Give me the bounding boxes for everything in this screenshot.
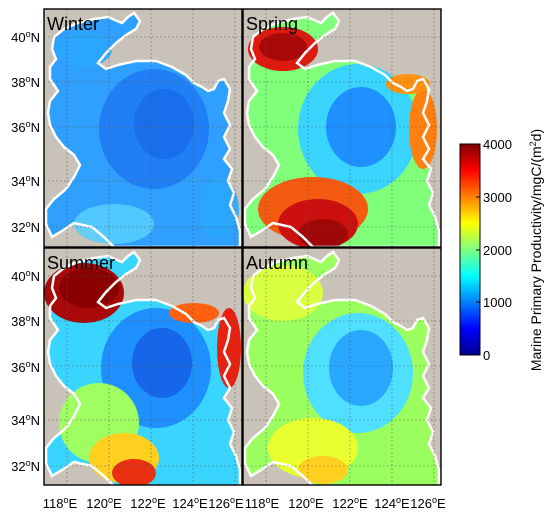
autumn-productivity-field	[243, 250, 441, 485]
autumn-map-panel: Autumn	[242, 247, 442, 486]
longitude-axis: 118oE 120oE 122oE 124oE 126oE 118oE 120o…	[43, 495, 446, 511]
summer-productivity-field	[44, 250, 242, 485]
lat-tick-label: 40oN	[11, 29, 40, 45]
panel-label-spring: Spring	[246, 14, 298, 34]
lon-tick-label: 124oE	[172, 495, 208, 511]
spring-productivity-field	[243, 11, 441, 247]
panel-label-autumn: Autumn	[246, 253, 308, 273]
lon-tick-label: 118oE	[245, 495, 280, 511]
lat-tick-label: 34oN	[11, 412, 40, 428]
lat-tick-label: 32oN	[11, 219, 40, 235]
lat-tick-label: 36oN	[11, 119, 40, 135]
panel-label-winter: Winter	[47, 14, 99, 34]
colorbar-tick-label: 0	[483, 348, 490, 363]
colorbar-label: Marine Primary Productivity/mgC/(m2d)	[528, 129, 544, 371]
lon-tick-label: 120oE	[288, 495, 324, 511]
colorbar-tick-label: 1000	[483, 295, 512, 310]
winter-productivity-field	[44, 11, 242, 247]
latitude-axis-top: 40oN 38oN 36oN 34oN 32oN	[11, 29, 40, 235]
lat-tick-label: 36oN	[11, 359, 40, 375]
lat-tick-label: 38oN	[11, 313, 40, 329]
lon-tick-label: 122oE	[130, 495, 166, 511]
lon-tick-label: 126oE	[410, 495, 446, 511]
lat-tick-label: 34oN	[11, 173, 40, 189]
lon-tick-label: 126oE	[208, 495, 244, 511]
spring-map-panel: Spring	[242, 8, 442, 248]
lon-tick-label: 124oE	[374, 495, 410, 511]
lon-tick-label: 118oE	[43, 495, 78, 511]
lat-tick-label: 38oN	[11, 74, 40, 90]
latitude-axis-bottom: 40oN 38oN 36oN 34oN 32oN	[11, 268, 40, 474]
lat-tick-label: 32oN	[11, 458, 40, 474]
colorbar: 4000 3000 2000 1000 0 Marine Primary Pro…	[459, 129, 544, 371]
colorbar-tick-label: 3000	[483, 190, 512, 205]
panel-label-summer: Summer	[47, 253, 115, 273]
colorbar-tick-label: 2000	[483, 243, 512, 258]
lat-tick-label: 40oN	[11, 268, 40, 284]
summer-map-panel: Summer	[43, 247, 243, 486]
lon-tick-label: 122oE	[332, 495, 368, 511]
lon-tick-label: 120oE	[86, 495, 122, 511]
winter-map-panel: Winter	[43, 8, 243, 248]
colorbar-tick-label: 4000	[483, 137, 512, 152]
